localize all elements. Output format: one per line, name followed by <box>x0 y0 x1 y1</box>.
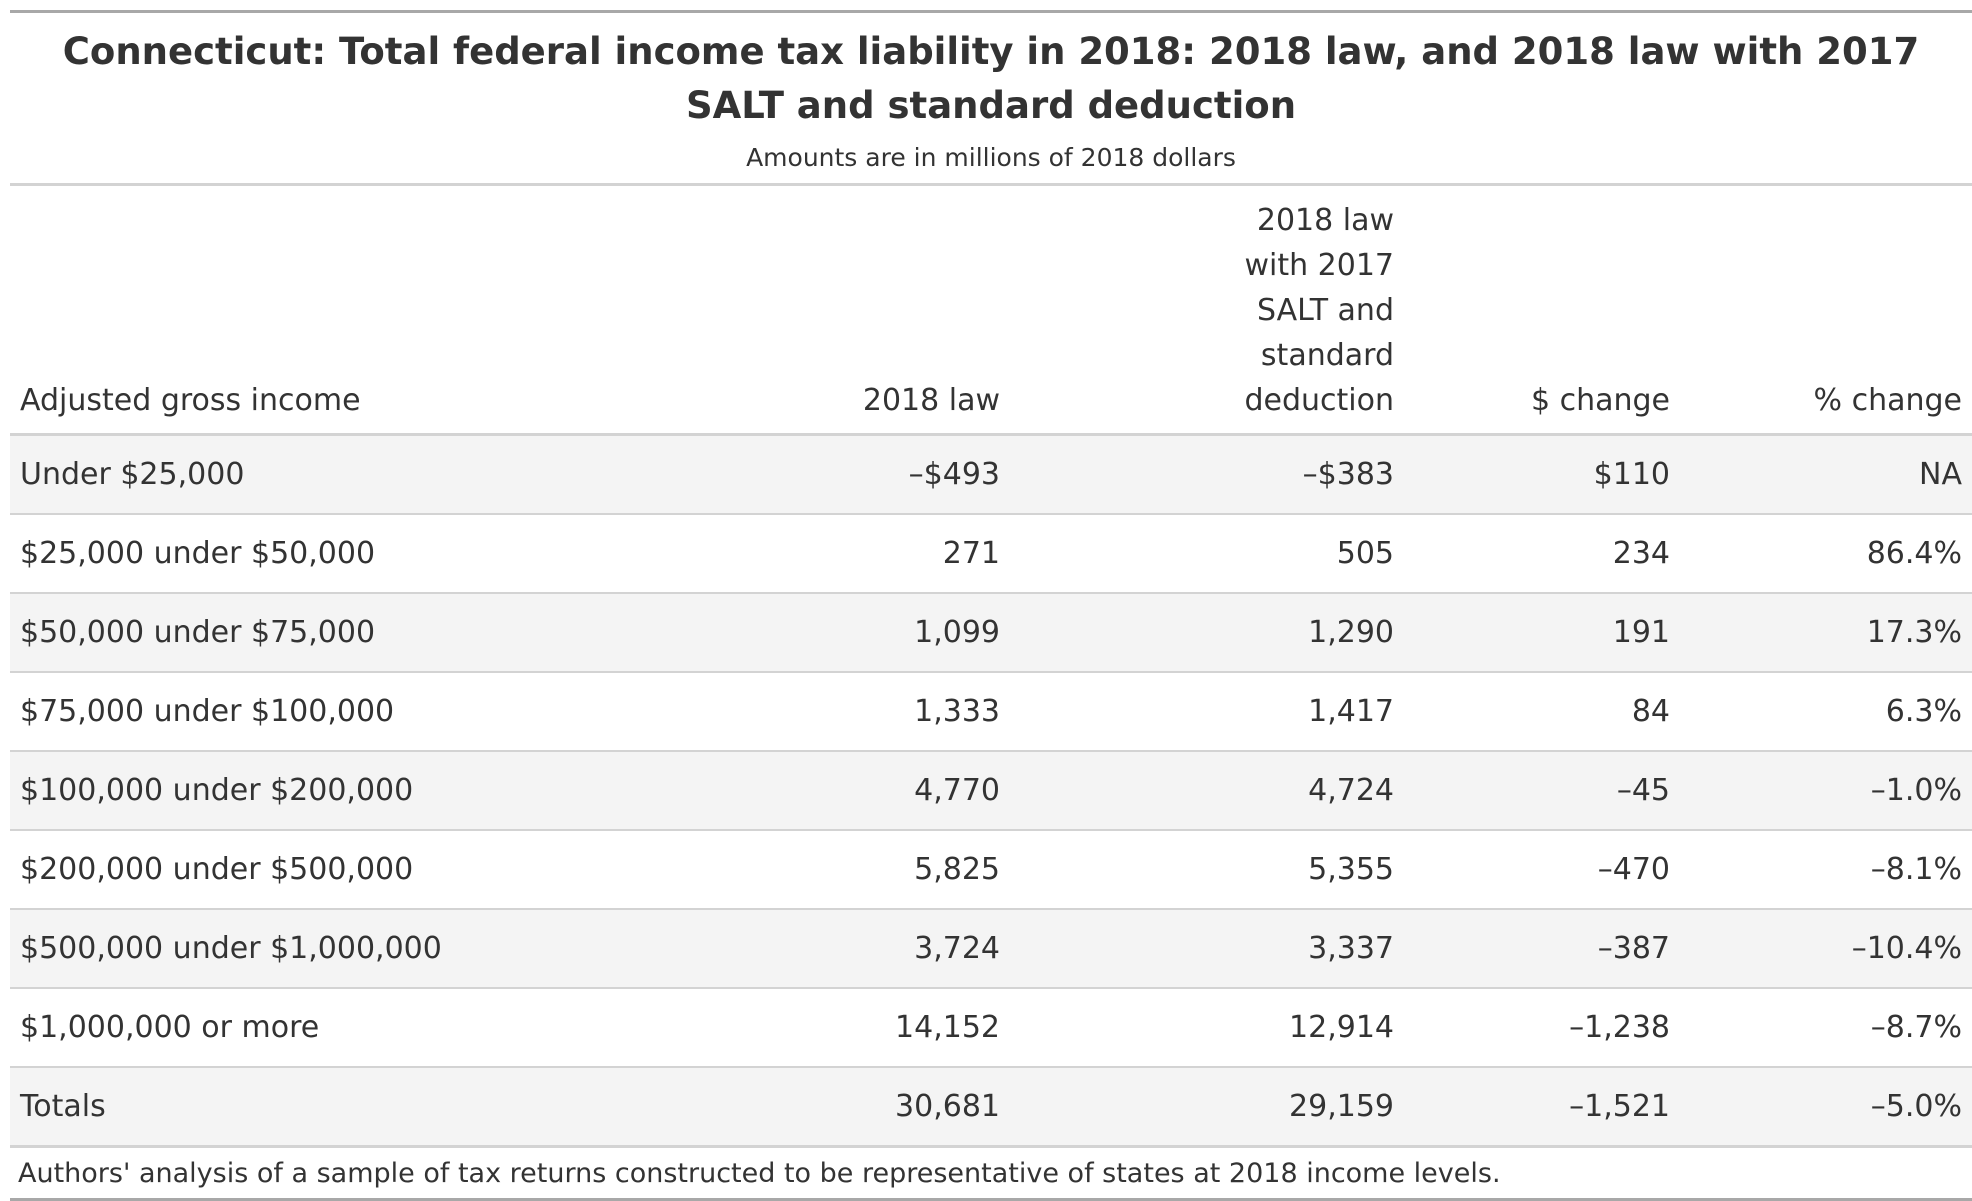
agi-cell: $1,000,000 or more <box>10 988 600 1068</box>
table-row: $500,000 under $1,000,000 3,724 3,337 –3… <box>10 909 1972 989</box>
agi-cell: $200,000 under $500,000 <box>10 830 600 910</box>
totals-row: Totals 30,681 29,159 –1,521 –5.0% <box>10 1067 1972 1148</box>
pct-change-cell: –5.0% <box>1680 1067 1972 1148</box>
law2018-cell: 5,825 <box>600 830 1010 910</box>
dollar-change-cell: –45 <box>1404 751 1680 831</box>
source-footnote: Authors' analysis of a sample of tax ret… <box>18 1158 1501 1189</box>
law2018-salt-cell: 1,290 <box>1010 593 1404 673</box>
tax-liability-table: Adjusted gross income 2018 law 2018 law … <box>10 186 1972 1148</box>
dollar-change-cell: 84 <box>1404 672 1680 752</box>
pct-change-cell: 6.3% <box>1680 672 1972 752</box>
agi-cell: $75,000 under $100,000 <box>10 672 600 752</box>
header-rule <box>10 183 1972 186</box>
col-header-2018-law: 2018 law <box>600 186 1010 436</box>
table-container: Connecticut: Total federal income tax li… <box>10 10 1972 1201</box>
table-subtitle: Amounts are in millions of 2018 dollars <box>746 143 1236 172</box>
dollar-change-cell: 234 <box>1404 514 1680 594</box>
law2018-cell: 1,333 <box>600 672 1010 752</box>
law2018-cell: 30,681 <box>600 1067 1010 1148</box>
law2018-salt-cell: 1,417 <box>1010 672 1404 752</box>
pct-change-cell: 86.4% <box>1680 514 1972 594</box>
dollar-change-cell: –387 <box>1404 909 1680 989</box>
law2018-cell: –$493 <box>600 434 1010 515</box>
col-header-pct-change: % change <box>1680 186 1972 436</box>
table-title: Connecticut: Total federal income tax li… <box>62 30 1920 127</box>
header-row: Adjusted gross income 2018 law 2018 law … <box>10 186 1972 436</box>
pct-change-cell: 17.3% <box>1680 593 1972 673</box>
table-row: Under $25,000 –$493 –$383 $110 NA <box>10 434 1972 515</box>
agi-cell: $25,000 under $50,000 <box>10 514 600 594</box>
table-row: $25,000 under $50,000 271 505 234 86.4% <box>10 514 1972 594</box>
law2018-salt-cell: 29,159 <box>1010 1067 1404 1148</box>
dollar-change-cell: –1,521 <box>1404 1067 1680 1148</box>
pct-change-cell: –8.7% <box>1680 988 1972 1068</box>
law2018-cell: 271 <box>600 514 1010 594</box>
pct-change-cell: –10.4% <box>1680 909 1972 989</box>
dollar-change-cell: –470 <box>1404 830 1680 910</box>
dollar-change-cell: 191 <box>1404 593 1680 673</box>
dollar-change-cell: –1,238 <box>1404 988 1680 1068</box>
pct-change-cell: NA <box>1680 434 1972 515</box>
pct-change-cell: –8.1% <box>1680 830 1972 910</box>
agi-cell: Under $25,000 <box>10 434 600 515</box>
law2018-salt-cell: 505 <box>1010 514 1404 594</box>
table-row: $1,000,000 or more 14,152 12,914 –1,238 … <box>10 988 1972 1068</box>
law2018-salt-cell: 4,724 <box>1010 751 1404 831</box>
agi-cell: Totals <box>10 1067 600 1148</box>
top-rule <box>10 10 1972 13</box>
table-row: $50,000 under $75,000 1,099 1,290 191 17… <box>10 593 1972 673</box>
law2018-salt-cell: 12,914 <box>1010 988 1404 1068</box>
table-row: $200,000 under $500,000 5,825 5,355 –470… <box>10 830 1972 910</box>
agi-cell: $100,000 under $200,000 <box>10 751 600 831</box>
pct-change-cell: –1.0% <box>1680 751 1972 831</box>
law2018-cell: 4,770 <box>600 751 1010 831</box>
col-header-2018-law-with-2017-salt: 2018 law with 2017 SALT and standard ded… <box>1010 186 1404 436</box>
law2018-cell: 1,099 <box>600 593 1010 673</box>
table-row: $100,000 under $200,000 4,770 4,724 –45 … <box>10 751 1972 831</box>
law2018-cell: 3,724 <box>600 909 1010 989</box>
law2018-cell: 14,152 <box>600 988 1010 1068</box>
col-header-dollar-change: $ change <box>1404 186 1680 436</box>
agi-cell: $500,000 under $1,000,000 <box>10 909 600 989</box>
table-row: $75,000 under $100,000 1,333 1,417 84 6.… <box>10 672 1972 752</box>
law2018-salt-cell: 3,337 <box>1010 909 1404 989</box>
law2018-salt-cell: 5,355 <box>1010 830 1404 910</box>
col-header-agi: Adjusted gross income <box>10 186 600 436</box>
agi-cell: $50,000 under $75,000 <box>10 593 600 673</box>
law2018-salt-cell: –$383 <box>1010 434 1404 515</box>
col-header-2018-law-with-2017-salt-text: 2018 law with 2017 SALT and standard ded… <box>1244 203 1394 418</box>
dollar-change-cell: $110 <box>1404 434 1680 515</box>
